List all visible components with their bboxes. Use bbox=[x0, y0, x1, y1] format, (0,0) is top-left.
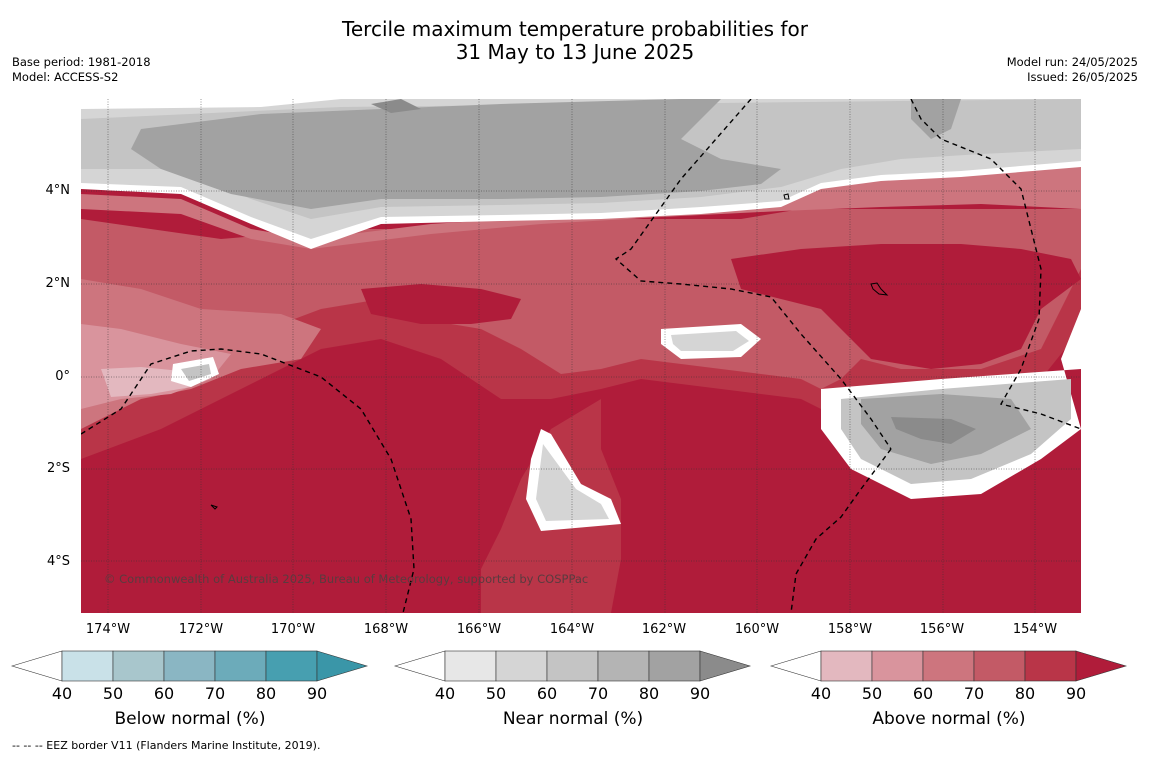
near-normal-island-mid-inner bbox=[671, 331, 749, 351]
cb-below-tick-50: 50 bbox=[102, 684, 124, 703]
near-normal-north-80 bbox=[131, 99, 781, 209]
cb-near-tick-60: 60 bbox=[536, 684, 558, 703]
gridlines bbox=[81, 99, 1081, 613]
cb-near-tick-40: 40 bbox=[434, 684, 456, 703]
lon-label-172w: 172°W bbox=[178, 622, 224, 637]
cb-above-tick-80: 80 bbox=[1014, 684, 1036, 703]
cb-near-tick-70: 70 bbox=[587, 684, 609, 703]
cb0-seg-0 bbox=[10, 650, 63, 682]
cb0-seg-3 bbox=[163, 650, 216, 682]
eez-footnote: -- -- -- EEZ border V11 (Flanders Marine… bbox=[12, 739, 321, 752]
lon-label-168w: 168°W bbox=[363, 622, 409, 637]
cb-below-tick-70: 70 bbox=[204, 684, 226, 703]
lon-label-158w: 158°W bbox=[827, 622, 873, 637]
colorbar-near-normal bbox=[393, 650, 752, 682]
near-normal-south-inner bbox=[536, 444, 609, 521]
cb2-seg-3 bbox=[922, 650, 975, 682]
cb1-seg-2 bbox=[495, 650, 548, 682]
cb-below-tick-40: 40 bbox=[51, 684, 73, 703]
lon-label-164w: 164°W bbox=[549, 622, 595, 637]
cb2-seg-2 bbox=[871, 650, 924, 682]
cb0-seg-5 bbox=[265, 650, 318, 682]
lon-label-174w: 174°W bbox=[85, 622, 131, 637]
cb-above-tick-90: 90 bbox=[1065, 684, 1087, 703]
lon-label-156w: 156°W bbox=[919, 622, 965, 637]
probability-map bbox=[81, 99, 1081, 613]
near-normal-ne-80 bbox=[911, 99, 961, 139]
cb-near-tick-90: 90 bbox=[689, 684, 711, 703]
copyright-notice: © Commonwealth of Australia 2025, Bureau… bbox=[104, 572, 589, 586]
region-above-90-west bbox=[361, 284, 521, 324]
cb1-seg-3 bbox=[546, 650, 599, 682]
cb1-seg-0 bbox=[393, 650, 446, 682]
cb-above-tick-50: 50 bbox=[861, 684, 883, 703]
model-run: Model run: 24/05/2025 bbox=[1006, 55, 1138, 69]
colorbar-below-normal bbox=[10, 650, 369, 682]
cb1-seg-4 bbox=[597, 650, 650, 682]
cb2-seg-1 bbox=[820, 650, 873, 682]
meta-right: Model run: 24/05/2025 Issued: 26/05/2025 bbox=[1007, 55, 1138, 85]
lat-label-2n: 2°N bbox=[45, 276, 71, 291]
eez-borders bbox=[81, 99, 1081, 613]
lat-label-2s: 2°S bbox=[46, 461, 70, 476]
cb0-seg-4 bbox=[214, 650, 267, 682]
cb-below-tick-80: 80 bbox=[255, 684, 277, 703]
map-title: Tercile maximum temperature probabilitie… bbox=[0, 18, 1150, 64]
cb-above-tick-40: 40 bbox=[810, 684, 832, 703]
colorbar-above-normal bbox=[769, 650, 1128, 682]
meta-left: Base period: 1981-2018 Model: ACCESS-S2 bbox=[12, 55, 151, 85]
lat-label-4s: 4°S bbox=[46, 554, 70, 569]
cb-near-title: Near normal (%) bbox=[502, 709, 644, 729]
cb-below-tick-90: 90 bbox=[306, 684, 328, 703]
near-normal-north-90 bbox=[371, 99, 421, 113]
lon-label-154w: 154°W bbox=[1012, 622, 1058, 637]
lat-label-0: 0° bbox=[55, 369, 70, 384]
lat-label-4n: 4°N bbox=[45, 183, 71, 198]
cb-near-tick-50: 50 bbox=[485, 684, 507, 703]
cb-above-tick-70: 70 bbox=[963, 684, 985, 703]
cb1-seg-1 bbox=[444, 650, 497, 682]
cb0-seg-1 bbox=[61, 650, 114, 682]
lon-label-170w: 170°W bbox=[270, 622, 316, 637]
lon-label-166w: 166°W bbox=[456, 622, 502, 637]
cb2-seg-4 bbox=[973, 650, 1026, 682]
cb-below-tick-60: 60 bbox=[153, 684, 175, 703]
cb-above-tick-60: 60 bbox=[912, 684, 934, 703]
map-svg bbox=[81, 99, 1081, 613]
near-normal-se-90 bbox=[891, 417, 976, 444]
cb2-seg-5 bbox=[1024, 650, 1077, 682]
cb0-seg-6 bbox=[316, 650, 369, 682]
cb1-seg-6 bbox=[699, 650, 752, 682]
lon-label-160w: 160°W bbox=[734, 622, 780, 637]
title-line-1: Tercile maximum temperature probabilitie… bbox=[342, 17, 808, 41]
region-above-90-ne bbox=[731, 244, 1081, 369]
cb2-seg-0 bbox=[769, 650, 822, 682]
cb1-seg-5 bbox=[648, 650, 701, 682]
cb2-seg-6 bbox=[1075, 650, 1128, 682]
title-line-2: 31 May to 13 June 2025 bbox=[455, 40, 695, 64]
lon-label-162w: 162°W bbox=[641, 622, 687, 637]
cb-above-title: Above normal (%) bbox=[872, 709, 1026, 729]
cb-below-title: Below normal (%) bbox=[114, 709, 266, 729]
islands bbox=[210, 193, 889, 510]
cb-near-tick-80: 80 bbox=[638, 684, 660, 703]
issued-date: Issued: 26/05/2025 bbox=[1027, 70, 1138, 84]
base-period: Base period: 1981-2018 bbox=[12, 55, 151, 69]
cb0-seg-2 bbox=[112, 650, 165, 682]
model-name: Model: ACCESS-S2 bbox=[12, 70, 119, 84]
